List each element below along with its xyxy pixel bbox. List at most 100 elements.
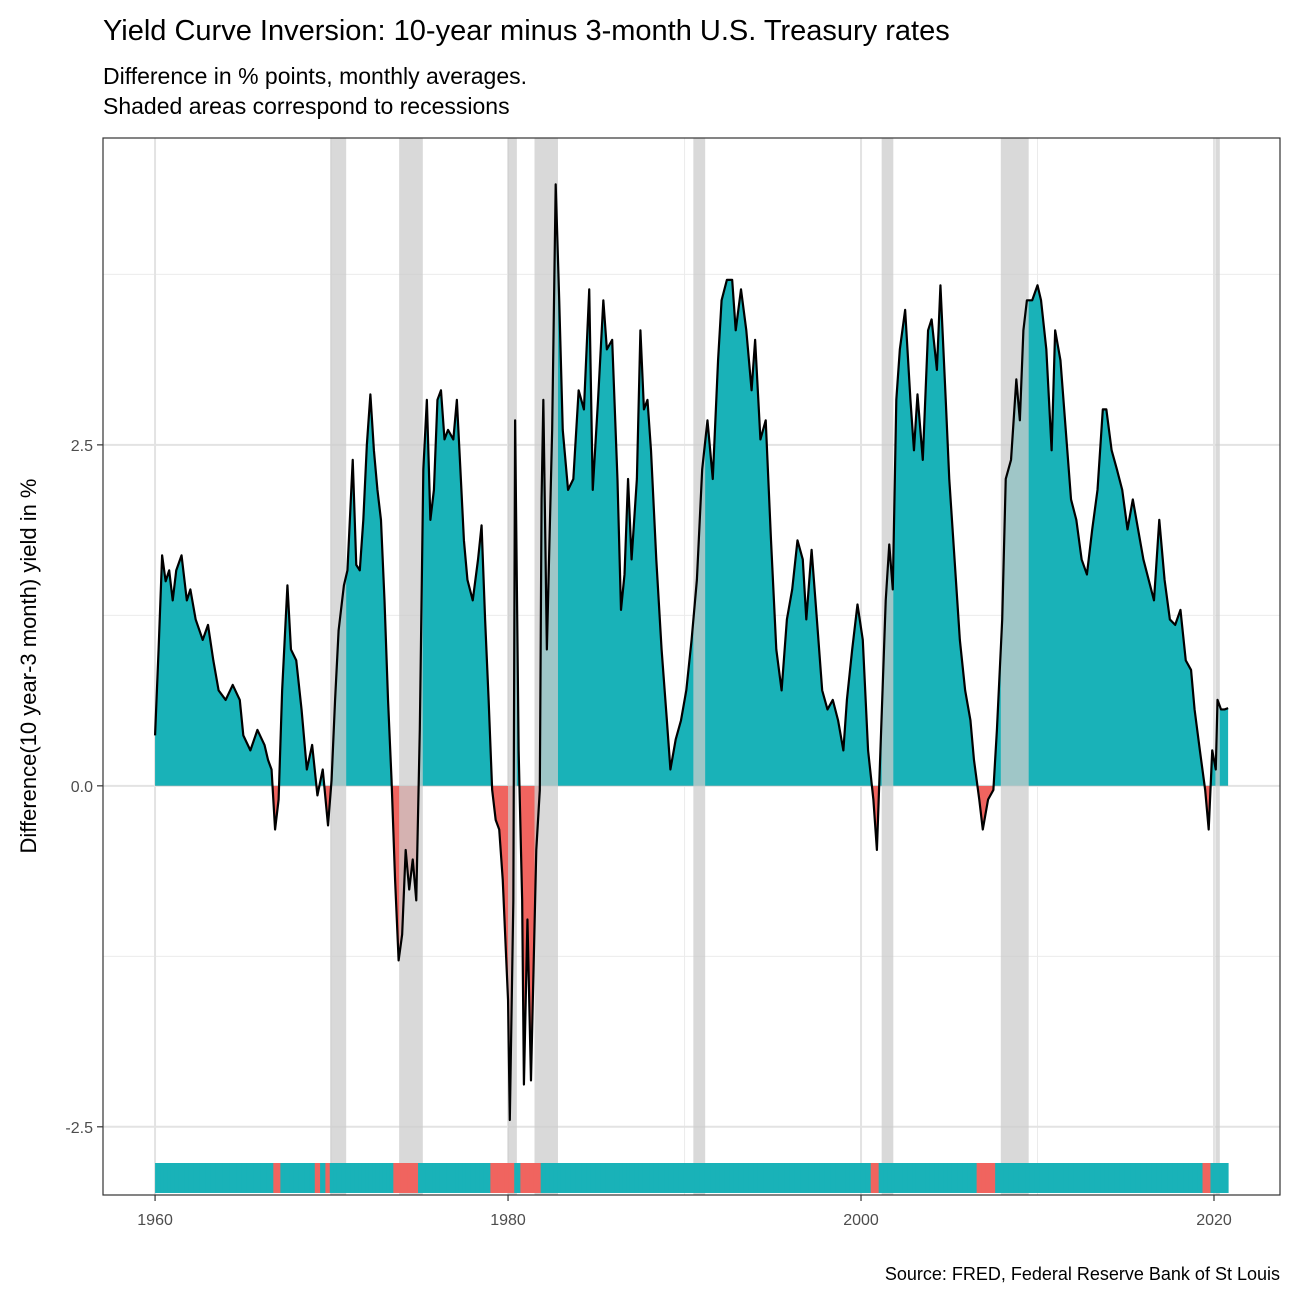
sign-strip-cell: [995, 1163, 1001, 1193]
sign-strip-cell: [163, 1163, 168, 1193]
sign-strip-cell: [520, 1163, 524, 1193]
sign-strip-cell: [920, 1163, 926, 1193]
sign-strip-cell: [1013, 1163, 1019, 1193]
sign-strip-cell: [891, 1163, 896, 1193]
sign-strip-cell: [486, 1163, 491, 1193]
x-tick-label: 1960: [137, 1212, 173, 1229]
sign-strip-cell: [849, 1163, 856, 1193]
sign-strip-cell: [733, 1163, 739, 1193]
sign-strip-cell: [860, 1163, 866, 1193]
sign-strip-cell: [333, 1163, 338, 1193]
sign-strip-cell: [538, 1163, 542, 1193]
sign-strip-cell: [1222, 1163, 1227, 1193]
sign-strip-cell: [458, 1163, 463, 1193]
sign-strip-cell: [586, 1163, 592, 1193]
sign-strip-cell: [222, 1163, 230, 1193]
x-tick-label: 2020: [1196, 1212, 1232, 1229]
sign-strip-cell: [668, 1163, 674, 1193]
sign-strip-cell: [382, 1163, 387, 1193]
sign-strip-cell: [804, 1163, 810, 1193]
sign-strip-cell: [418, 1163, 423, 1193]
sign-strip-cell: [516, 1163, 521, 1193]
sign-strip-cell: [814, 1163, 821, 1193]
sign-strip-cell: [1043, 1163, 1050, 1193]
sign-strip-cell: [845, 1163, 851, 1193]
sign-strip-cell: [898, 1163, 903, 1193]
sign-strip-cell: [379, 1163, 384, 1193]
sign-strip-cell: [361, 1163, 366, 1193]
sign-strip-cell: [389, 1163, 394, 1193]
recession-band: [330, 138, 347, 1195]
sign-strip-cell: [719, 1163, 725, 1193]
sign-strip-cell: [570, 1163, 577, 1193]
sign-strip-cell: [309, 1163, 316, 1193]
sign-strip-cell: [1146, 1163, 1152, 1193]
sign-strip-cell: [284, 1163, 290, 1193]
sign-strip-cell: [446, 1163, 452, 1193]
sign-strip-cell: [178, 1163, 185, 1193]
sign-strip-cell: [840, 1163, 846, 1193]
sign-strip-cell: [289, 1163, 295, 1193]
sign-strip-cell: [336, 1163, 342, 1193]
sign-strip-cell: [269, 1163, 274, 1193]
sign-strip-cell: [614, 1163, 620, 1193]
sign-strip-cell: [345, 1163, 351, 1193]
sign-strip-cell: [789, 1163, 796, 1193]
sign-strip-cell: [645, 1163, 650, 1193]
sign-strip-cell: [951, 1163, 958, 1193]
y-tick-label: 0.0: [71, 779, 93, 796]
sign-strip-cell: [1140, 1163, 1147, 1193]
sign-strip-cell: [943, 1163, 948, 1193]
recession-band: [1000, 138, 1029, 1195]
sign-strip-cell: [1202, 1163, 1208, 1193]
sign-strip-cell: [542, 1163, 546, 1193]
sign-strip-cell: [1003, 1163, 1009, 1193]
sign-strip-cell: [293, 1163, 300, 1193]
chart-subtitle: Difference in % points, monthly averages…: [103, 63, 527, 89]
sign-strip-cell: [1172, 1163, 1179, 1193]
sign-strip-cell: [280, 1163, 286, 1193]
sign-strip-cell: [738, 1163, 745, 1193]
sign-strip-cell: [605, 1163, 611, 1193]
sign-strip-cell: [710, 1163, 716, 1193]
sign-strip-cell: [455, 1163, 460, 1193]
sign-strip-cell: [609, 1163, 616, 1193]
sign-strip-cell: [414, 1163, 419, 1193]
sign-strip-cell: [483, 1163, 488, 1193]
sign-strip-cell: [883, 1163, 888, 1193]
sign-strip-cell: [1029, 1163, 1036, 1193]
sign-strip-cell: [400, 1163, 405, 1193]
sign-strip-cell: [1025, 1163, 1031, 1193]
sign-strip-cell: [1100, 1163, 1106, 1193]
sign-strip-cell: [715, 1163, 721, 1193]
sign-strip-cell: [575, 1163, 582, 1193]
sign-strip-cell: [619, 1163, 624, 1193]
sign-strip-cell: [470, 1163, 476, 1193]
recession-band: [1215, 138, 1220, 1195]
sign-strip-cell: [432, 1163, 437, 1193]
sign-strip-cell: [622, 1163, 627, 1193]
sign-strip-cell: [962, 1163, 969, 1193]
sign-strip-cell: [1068, 1163, 1075, 1193]
sign-strip-cell: [545, 1163, 551, 1193]
sign-strip-cell: [947, 1163, 953, 1193]
sign-strip-cell: [435, 1163, 440, 1193]
sign-strip-cell: [912, 1163, 917, 1193]
sign-strip-cell: [229, 1163, 237, 1193]
sign-strip-cell: [167, 1163, 172, 1193]
sign-strip-cell: [1094, 1163, 1101, 1193]
sign-strip-cell: [600, 1163, 606, 1193]
sign-strip-cell: [253, 1163, 262, 1193]
sign-strip-cell: [523, 1163, 527, 1193]
sign-strip-cell: [490, 1163, 495, 1193]
sign-strip-cell: [428, 1163, 433, 1193]
sign-strip-cell: [375, 1163, 380, 1193]
sign-strip-cell: [1188, 1163, 1194, 1193]
sign-strip-cell: [439, 1163, 444, 1193]
sign-strip-cell: [170, 1163, 175, 1193]
sign-strip-cell: [507, 1163, 510, 1193]
sign-strip-cell: [210, 1163, 217, 1193]
sign-strip-cell: [560, 1163, 566, 1193]
sign-strip-cell: [529, 1163, 535, 1193]
x-tick-label: 2000: [843, 1212, 879, 1229]
